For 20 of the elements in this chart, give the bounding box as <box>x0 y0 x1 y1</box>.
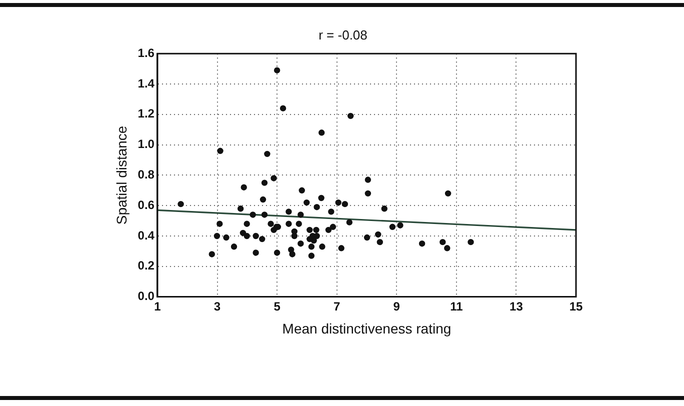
y-tick-label: 0.0 <box>138 289 155 304</box>
y-tick-label: 0.2 <box>138 258 155 273</box>
y-tick-label: 0.4 <box>138 228 155 242</box>
x-tick-label: 7 <box>334 299 341 314</box>
x-tick-label: 3 <box>214 299 221 314</box>
y-tick-label: 1.4 <box>138 76 155 90</box>
x-tick-label: 13 <box>510 299 524 314</box>
x-tick-label: 15 <box>569 299 583 314</box>
y-tick-label: 0.6 <box>138 198 155 212</box>
x-tick-label: 5 <box>274 299 281 314</box>
x-tick-label: 11 <box>450 299 464 314</box>
y-tick-label: 0.8 <box>138 168 155 182</box>
y-tick-label: 1.6 <box>138 46 155 60</box>
y-tick-label: 1.2 <box>138 106 155 121</box>
x-tick-label: 9 <box>393 299 400 314</box>
chart-title: r = -0.08 <box>318 27 368 42</box>
x-axis-title: Mean distinctiveness rating <box>282 320 452 336</box>
x-tick-label: 1 <box>154 299 162 314</box>
y-axis-title: Spatial distance <box>113 126 130 225</box>
y-tick-label: 1.0 <box>138 137 155 152</box>
